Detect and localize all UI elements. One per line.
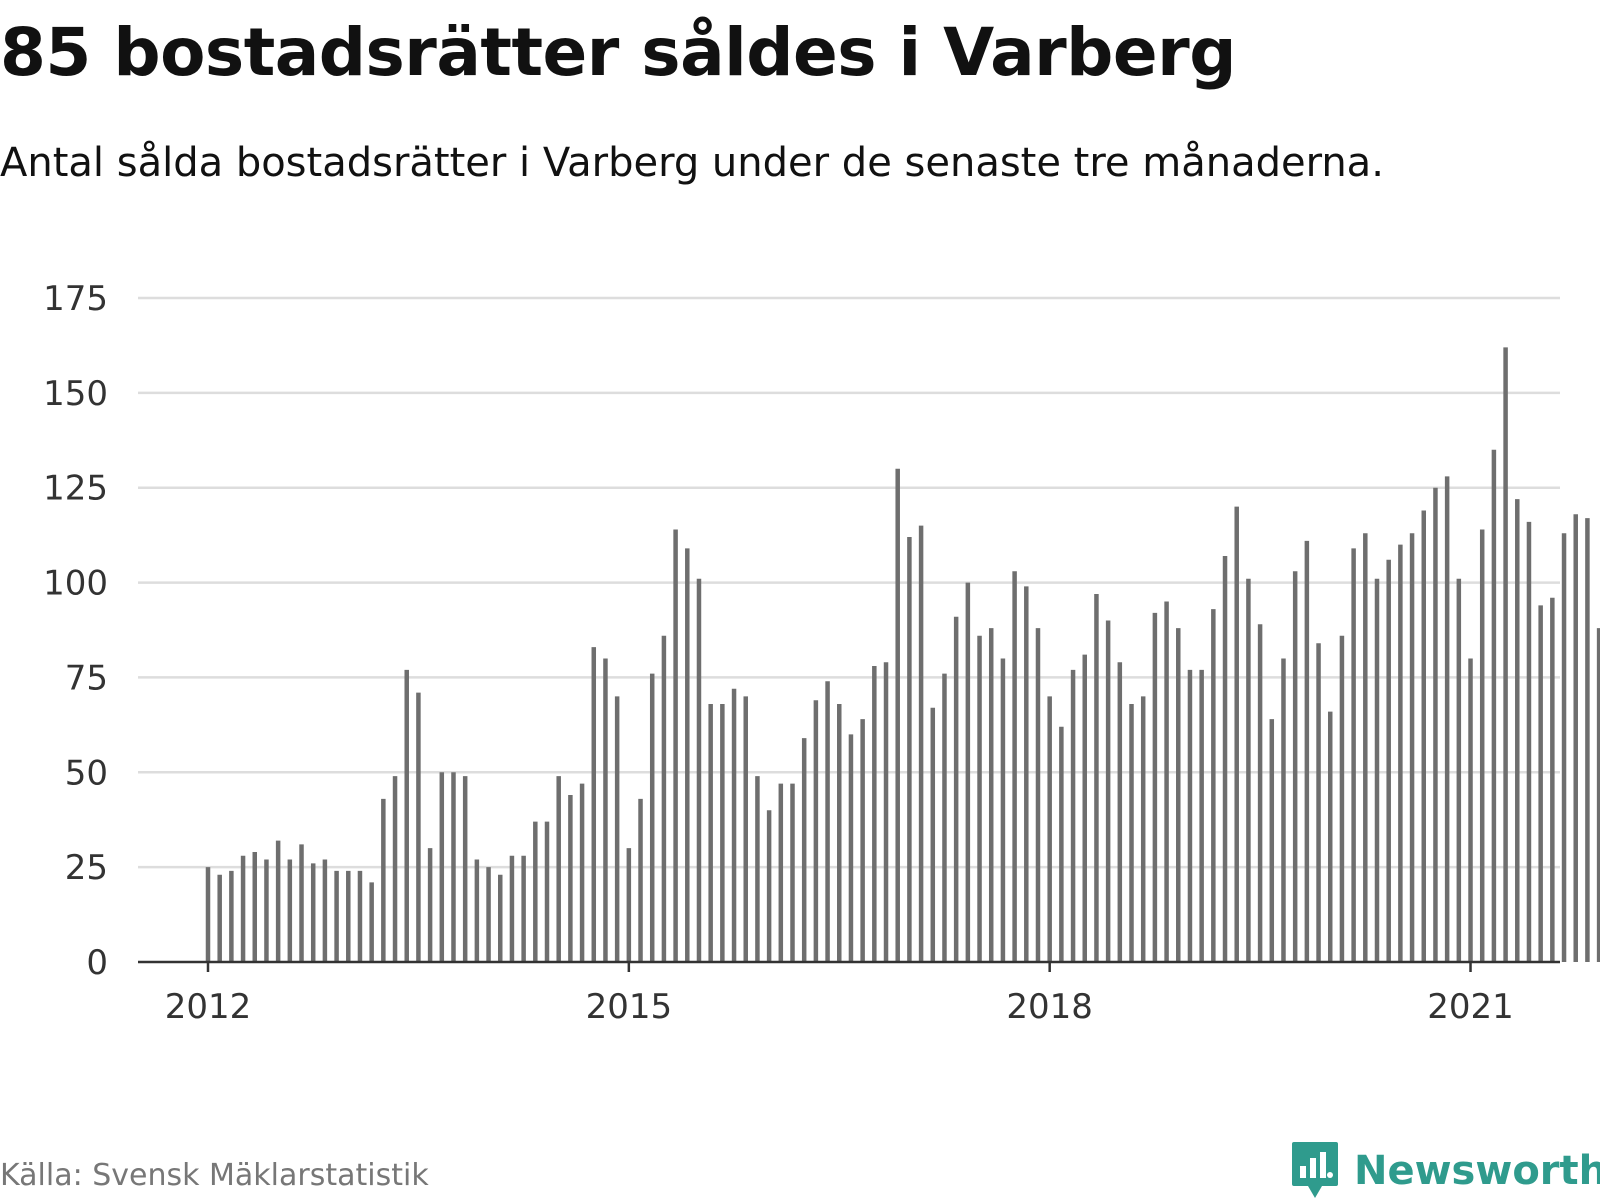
source-note: Källa: Svensk Mäklarstatistik [0, 1158, 429, 1193]
x-tick-label: 2021 [1427, 987, 1514, 1027]
y-tick-label: 150 [43, 374, 108, 414]
y-tick-label: 100 [43, 564, 108, 604]
chart-title: 85 bostadsrätter såldes i Varberg [0, 14, 1236, 91]
x-tick-label: 2018 [1006, 987, 1093, 1027]
y-tick-label: 175 [43, 279, 108, 319]
y-tick-label: 75 [65, 658, 108, 698]
x-tick-label: 2015 [586, 987, 673, 1027]
y-tick-label: 0 [86, 943, 108, 983]
y-tick-label: 50 [65, 753, 108, 793]
brand-name: Newsworthy [1354, 1148, 1600, 1194]
newsworthy-logo-icon [1292, 1142, 1338, 1198]
x-tick-label: 2012 [165, 987, 252, 1027]
brand-logo[interactable]: Newsworthy [1290, 1140, 1600, 1202]
y-tick-label: 125 [43, 469, 108, 509]
y-tick-label: 25 [65, 848, 108, 888]
chart-subtitle: Antal sålda bostadsrätter i Varberg unde… [0, 140, 1384, 186]
bar-chart: 0255075100125150175201220152018202120238… [43, 279, 1600, 1027]
